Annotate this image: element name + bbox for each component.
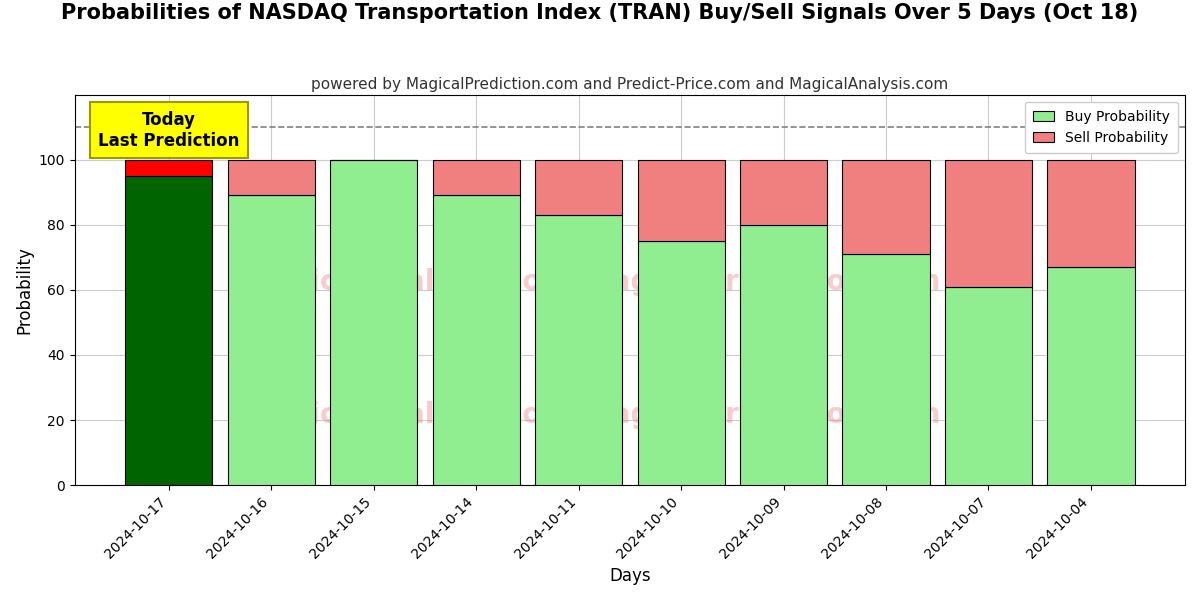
Bar <box>842 160 930 254</box>
Text: MagicalPrediction.com: MagicalPrediction.com <box>584 268 941 296</box>
Text: MagicalAnalysis.com: MagicalAnalysis.com <box>245 401 571 429</box>
Text: MagicalAnalysis.com: MagicalAnalysis.com <box>245 268 571 296</box>
Bar <box>637 160 725 241</box>
Bar <box>330 160 418 485</box>
Bar <box>944 287 1032 485</box>
Text: Today
Last Prediction: Today Last Prediction <box>98 111 239 149</box>
Bar <box>432 196 520 485</box>
Title: powered by MagicalPrediction.com and Predict-Price.com and MagicalAnalysis.com: powered by MagicalPrediction.com and Pre… <box>311 77 948 92</box>
Bar <box>740 225 827 485</box>
Bar <box>535 215 622 485</box>
Bar <box>535 160 622 215</box>
Text: Probabilities of NASDAQ Transportation Index (TRAN) Buy/Sell Signals Over 5 Days: Probabilities of NASDAQ Transportation I… <box>61 3 1139 23</box>
Bar <box>125 160 212 176</box>
Bar <box>637 241 725 485</box>
Y-axis label: Probability: Probability <box>16 246 34 334</box>
Bar <box>228 196 314 485</box>
Bar <box>125 176 212 485</box>
Text: MagicalPrediction.com: MagicalPrediction.com <box>584 401 941 429</box>
X-axis label: Days: Days <box>610 567 650 585</box>
Bar <box>944 160 1032 287</box>
Legend: Buy Probability, Sell Probability: Buy Probability, Sell Probability <box>1025 101 1178 153</box>
Bar <box>1048 267 1134 485</box>
Bar <box>740 160 827 225</box>
Bar <box>432 160 520 196</box>
Bar <box>228 160 314 196</box>
Bar <box>1048 160 1134 267</box>
Bar <box>842 254 930 485</box>
